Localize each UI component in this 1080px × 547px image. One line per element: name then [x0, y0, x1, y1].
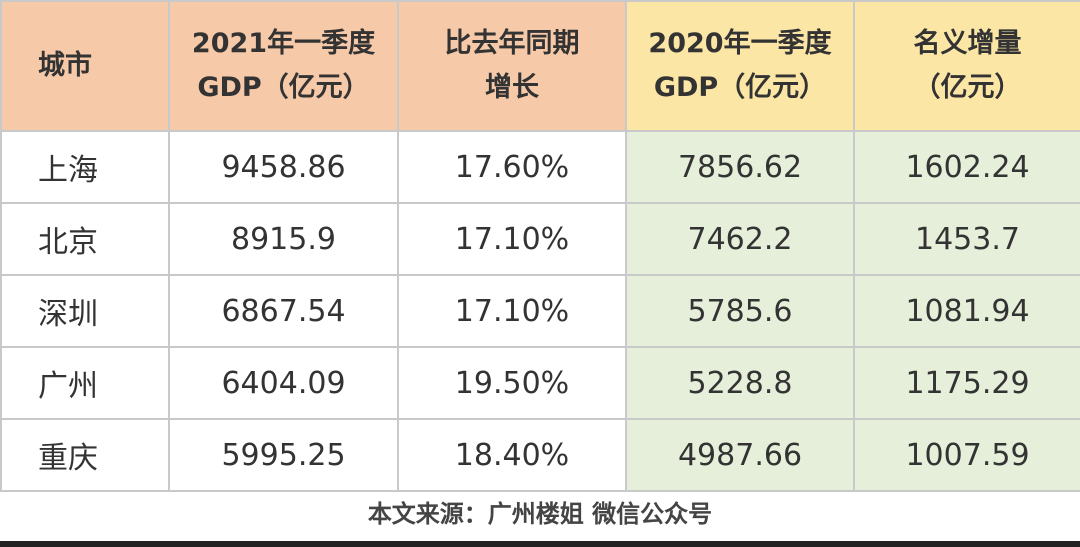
- table-row: 北京 8915.9 17.10% 7462.2 1453.7: [0, 202, 1080, 276]
- gdp-table: 城市 2021年一季度 GDP（亿元） 比去年同期增长 2020年一季度 GDP（亿元） 名…: [0, 0, 1080, 492]
- table-cell: 上海: [0, 130, 170, 204]
- table-cell: 5228.8: [625, 346, 855, 420]
- table-cell: 5785.6: [625, 274, 855, 348]
- table-row: 上海 9458.86 17.60% 7856.62 1602.24: [0, 130, 1080, 204]
- table-cell: 1175.29: [853, 346, 1080, 420]
- header-text: 比去年同期: [444, 28, 580, 59]
- header-text: 名义增量: [913, 28, 1022, 59]
- source-note: 本文来源：广州楼姐 微信公众号: [367, 500, 713, 528]
- table-cell: 17.60%: [397, 130, 627, 204]
- table-cell: 6867.54: [168, 274, 399, 348]
- table-cell: 1081.94: [853, 274, 1080, 348]
- bottom-bar: [0, 541, 1080, 547]
- table-cell: 5995.25: [168, 418, 399, 492]
- table-cell: 重庆: [0, 418, 170, 492]
- table-cell: 18.40%: [397, 418, 627, 492]
- header-cell: 2021年一季度 GDP（亿元）: [168, 0, 399, 132]
- table-cell: 1453.7: [853, 202, 1080, 276]
- header-text: 城市: [38, 50, 92, 81]
- table-cell: 深圳: [0, 274, 170, 348]
- header-cell: 比去年同期 增长: [397, 0, 627, 132]
- header-row: 城市 2021年一季度 GDP（亿元） 比去年同期增长 2020年一季度 GDP（亿元） 名…: [0, 0, 1080, 132]
- header-cell: 城市: [0, 0, 170, 132]
- table-cell: 1602.24: [853, 130, 1080, 204]
- table-row: 广州 6404.09 19.50% 5228.8 1175.29: [0, 346, 1080, 420]
- table-cell: 北京: [0, 202, 170, 276]
- table-cell: 19.50%: [397, 346, 627, 420]
- table-cell: 4987.66: [625, 418, 855, 492]
- table-cell: 17.10%: [397, 202, 627, 276]
- header-text: 2021年一季度: [191, 28, 376, 59]
- table-cell: 17.10%: [397, 274, 627, 348]
- header-cell: 名义增量 （亿元）: [853, 0, 1080, 132]
- header-cell: 2020年一季度 GDP（亿元）: [625, 0, 855, 132]
- table-cell: 7856.62: [625, 130, 855, 204]
- table-cell: 9458.86: [168, 130, 399, 204]
- table-cell: 1007.59: [853, 418, 1080, 492]
- table-cell: 6404.09: [168, 346, 399, 420]
- table-row: 深圳 6867.54 17.10% 5785.6 1081.94: [0, 274, 1080, 348]
- header-text: GDP（亿元）: [197, 72, 370, 103]
- table-cell: 7462.2: [625, 202, 855, 276]
- header-text: 增长: [485, 72, 539, 103]
- table-cell: 8915.9: [168, 202, 399, 276]
- table-body: 上海 9458.86 17.60% 7856.62 1602.24 北京 8915.9 17.…: [0, 130, 1080, 492]
- header-text: 2020年一季度: [648, 28, 832, 59]
- header-text: GDP（亿元）: [653, 72, 827, 103]
- header-text: （亿元）: [913, 72, 1022, 103]
- table-cell: 广州: [0, 346, 170, 420]
- table-row: 重庆 5995.25 18.40% 4987.66 1007.59: [0, 418, 1080, 492]
